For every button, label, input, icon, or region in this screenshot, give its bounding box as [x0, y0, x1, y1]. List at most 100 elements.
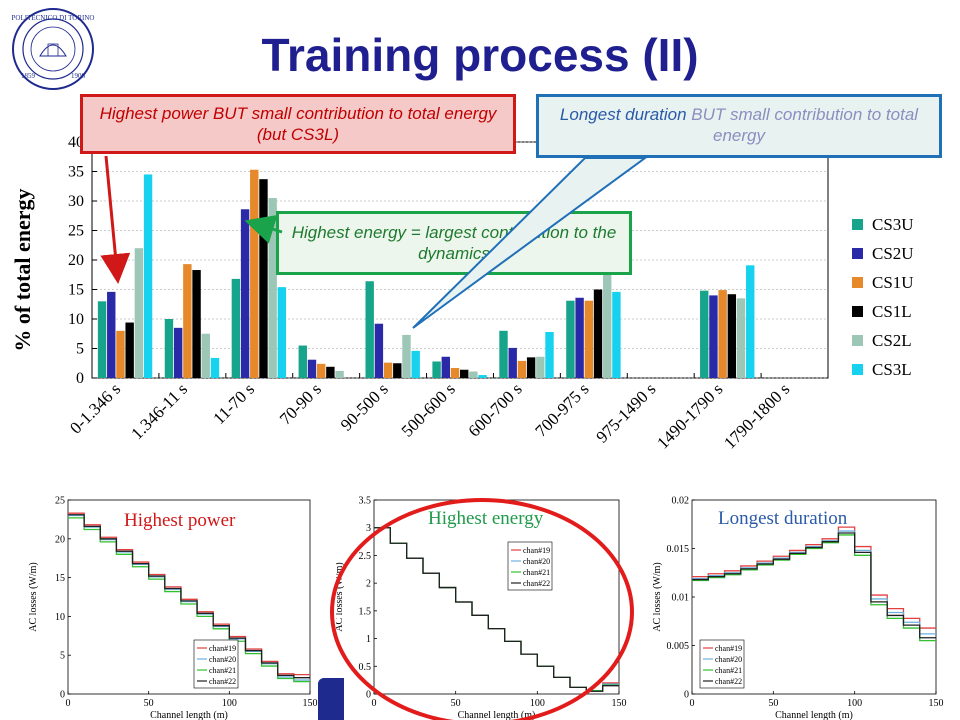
series-line [692, 532, 936, 639]
x-tick-label: 600-700 s [465, 379, 526, 440]
y-tick-label: 2 [366, 579, 371, 590]
x-tick-label: 150 [612, 698, 627, 709]
y-axis-label: AC losses (W/m) [652, 562, 663, 631]
bar [393, 363, 402, 378]
bar [383, 362, 393, 378]
series-line [68, 514, 310, 679]
legend-entry: CS1L [872, 302, 912, 321]
subplot-area [373, 499, 620, 695]
bar [612, 291, 621, 378]
x-tick-label: 50 [768, 698, 778, 709]
series-line [692, 530, 936, 635]
series-line [68, 517, 310, 683]
subchart-title: Longest duration [718, 508, 848, 529]
y-axis-label: % of total energy [10, 188, 35, 351]
page-title: Training process (II) [261, 29, 699, 81]
bar [460, 369, 469, 378]
slide-decoration [318, 678, 344, 720]
x-tick-label: 1490-1790 s [653, 379, 726, 452]
x-axis-label: Channel length (m) [458, 710, 536, 720]
bar [116, 330, 125, 378]
x-tick-label: 500-600 s [398, 379, 459, 440]
bar [727, 294, 737, 378]
legend-swatch [852, 248, 863, 259]
y-tick-label: 2.5 [359, 551, 372, 562]
bar [700, 290, 709, 378]
x-tick-label: 1790-1800 s [720, 379, 793, 452]
y-axis-label: AC losses (W/m) [336, 562, 345, 631]
y-tick-label: 0.5 [359, 662, 372, 673]
bar [164, 319, 174, 378]
y-tick-label: 0 [684, 690, 689, 701]
y-tick-label: 0.005 [667, 641, 690, 652]
y-tick-label: 15 [55, 573, 65, 584]
bar [402, 334, 411, 378]
bar [183, 264, 192, 378]
bar [192, 270, 201, 378]
bar [250, 169, 259, 378]
x-tick-label: 975-1490 s [592, 379, 659, 446]
legend-entry: CS3L [872, 360, 912, 379]
bar [374, 323, 384, 378]
bar [736, 298, 746, 378]
x-tick-label: 50 [451, 698, 461, 709]
bar [575, 297, 584, 378]
bar [432, 361, 441, 378]
bar [201, 333, 210, 378]
y-tick-label: 0 [366, 690, 371, 701]
y-tick-label: 3.5 [359, 496, 372, 507]
y-tick-label: 10 [68, 311, 84, 328]
y-tick-label: 0.015 [667, 544, 690, 555]
bar [107, 291, 116, 378]
bar [593, 289, 603, 378]
legend-entry: chan#19 [209, 644, 236, 653]
x-tick-label: 150 [929, 698, 944, 709]
bar [566, 300, 575, 378]
politecnico-logo: POLITECNICO DI TORINO 1859 1906 [12, 8, 94, 90]
callout-highest-power-text: Highest power BUT small contribution to … [99, 104, 497, 144]
bar [125, 322, 134, 378]
bar [268, 198, 277, 378]
x-axis-label: Channel length (m) [775, 710, 853, 720]
bar [545, 331, 554, 378]
bar [210, 357, 220, 378]
x-tick-label: 150 [303, 698, 318, 709]
logo-year-left: 1859 [21, 72, 36, 80]
subchart-highest-power: 0 5 10 15 20 25 0 50 100 150 Channel length (m) AC … [28, 496, 318, 720]
legend-entry: chan#22 [715, 677, 742, 686]
bar [603, 270, 612, 378]
x-tick-label: 100 [530, 698, 545, 709]
y-tick-label: 5 [60, 651, 65, 662]
legend-entry: chan#20 [523, 557, 550, 566]
bar [709, 295, 718, 378]
bar [584, 300, 594, 378]
legend-entry: chan#20 [715, 655, 742, 664]
y-tick-label: 0.02 [672, 496, 690, 507]
bar [478, 375, 487, 378]
legend-entry: CS1U [872, 273, 914, 292]
y-tick-label: 25 [68, 223, 84, 240]
subchart-title: Highest power [124, 510, 236, 531]
bar [526, 357, 536, 378]
callout-longest-duration: Longest duration BUT small contribution … [536, 94, 942, 158]
legend-swatch [852, 306, 863, 317]
legend-entry: CS2L [872, 331, 912, 350]
y-tick-label: 35 [68, 164, 84, 181]
bar [97, 301, 107, 378]
x-tick-label: 11-70 s [209, 379, 258, 428]
bar [517, 360, 527, 378]
logo-year-right: 1906 [71, 72, 86, 80]
bar [231, 278, 241, 378]
x-tick-label: 0 [372, 698, 377, 709]
x-tick-label: 100 [847, 698, 862, 709]
subchart-longest-duration: 0 0.005 0.01 0.015 0.02 0 50 100 150 Channel leng… [652, 496, 944, 720]
bar [277, 287, 287, 378]
bar [240, 209, 250, 378]
y-tick-label: 3 [366, 523, 371, 534]
callout-longest-duration-rest: BUT small contribution to total energy [686, 105, 919, 145]
bar [450, 367, 460, 378]
x-tick-label: 50 [144, 698, 154, 709]
series-line [68, 514, 310, 681]
legend-entry: CS2U [872, 244, 914, 263]
y-tick-label: 20 [68, 252, 84, 269]
